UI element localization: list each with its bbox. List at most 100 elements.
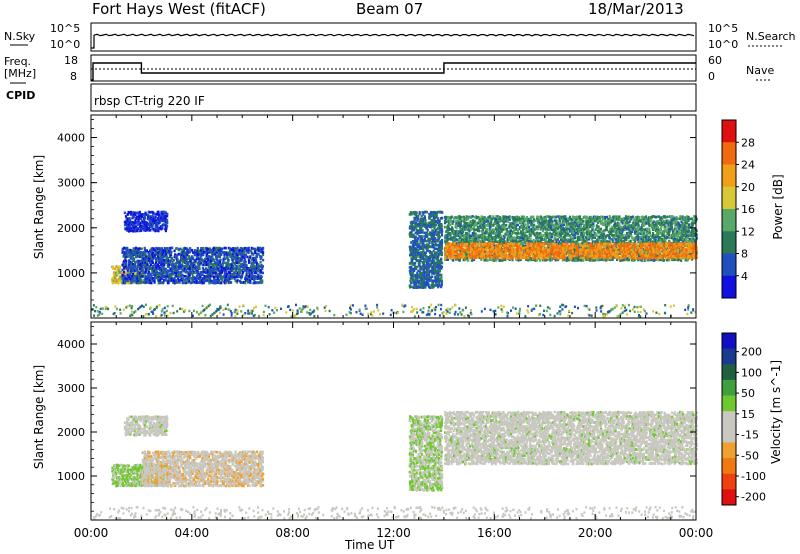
data-cell (126, 217, 130, 220)
data-cell (418, 244, 421, 247)
data-cell (123, 270, 126, 274)
data-cell (143, 281, 146, 285)
data-cell (147, 251, 150, 254)
data-cell (413, 283, 416, 286)
data-cell (149, 221, 152, 224)
data-cell (434, 247, 437, 251)
data-cell (130, 226, 133, 230)
data-cell (491, 231, 494, 235)
data-cell (184, 277, 187, 281)
data-cell (172, 258, 175, 262)
data-cell (585, 230, 588, 233)
data-cell (420, 235, 423, 238)
data-cell (131, 255, 134, 258)
data-cell (604, 216, 607, 219)
data-cell (500, 230, 503, 233)
data-cell (202, 259, 205, 263)
data-cell (477, 227, 480, 230)
data-cell (124, 252, 127, 256)
data-cell (143, 251, 146, 255)
data-cell (434, 253, 438, 257)
data-cell (490, 234, 493, 237)
data-cell (602, 236, 605, 239)
data-cell (501, 225, 505, 229)
data-cell (479, 246, 482, 250)
data-cell (246, 277, 249, 281)
data-cell (209, 281, 212, 284)
data-cell (133, 271, 136, 274)
data-cell (235, 249, 238, 252)
data-cell (430, 251, 433, 254)
data-cell (542, 234, 545, 237)
data-cell (451, 227, 454, 231)
data-cell (199, 275, 202, 279)
data-cell (192, 251, 195, 254)
noise-panel-frame (90, 22, 697, 52)
data-cell (488, 228, 491, 231)
data-cell (422, 213, 425, 216)
data-cell (549, 232, 552, 236)
data-cell (485, 235, 488, 239)
data-cell (423, 243, 426, 247)
data-cell (428, 265, 431, 268)
data-cell (508, 226, 511, 229)
data-cell (424, 286, 427, 289)
data-cell (421, 229, 424, 232)
data-cell (560, 234, 563, 237)
data-cell (566, 238, 569, 241)
data-cell (208, 255, 211, 258)
data-cell (457, 238, 460, 241)
data-cell (146, 221, 149, 225)
data-cell (178, 279, 181, 282)
data-cell (244, 255, 247, 258)
data-cell (520, 224, 523, 227)
data-cell (428, 213, 432, 216)
data-cell (175, 247, 178, 250)
data-cell (576, 224, 579, 227)
data-cell (129, 267, 132, 270)
data-cell (250, 265, 254, 268)
data-cell (239, 257, 242, 261)
data-cell (420, 223, 423, 226)
data-cell (499, 225, 502, 229)
data-cell (409, 247, 412, 250)
data-cell (164, 211, 167, 214)
data-cell (243, 253, 246, 257)
data-cell (439, 245, 442, 249)
data-cell (410, 281, 413, 285)
data-cell (532, 225, 535, 229)
data-cell (229, 269, 232, 272)
data-cell (607, 256, 610, 260)
data-cell (575, 256, 579, 260)
data-cell (440, 285, 443, 289)
data-cell (409, 226, 412, 230)
data-cell (137, 279, 140, 282)
data-cell (553, 233, 556, 237)
data-cell (542, 237, 546, 241)
data-cell (459, 236, 462, 239)
data-cell (428, 257, 432, 261)
data-cell (425, 231, 429, 235)
data-cell (211, 281, 214, 285)
data-cell (179, 247, 182, 251)
data-cell (547, 228, 550, 231)
data-cell (138, 229, 141, 233)
data-cell (437, 217, 440, 220)
data-cell (125, 255, 129, 258)
data-cell (554, 233, 557, 237)
data-cell (129, 249, 132, 252)
data-cell (128, 251, 131, 254)
data-cell (561, 238, 564, 242)
data-cell (434, 251, 438, 254)
data-cell (415, 255, 418, 259)
data-cell (423, 254, 426, 257)
data-cell (183, 257, 186, 260)
data-cell (219, 251, 222, 255)
data-cell (596, 258, 599, 262)
data-cell (426, 228, 429, 232)
data-cell (595, 224, 599, 227)
data-cell (155, 265, 158, 268)
data-cell (488, 246, 491, 249)
data-cell (548, 244, 551, 248)
data-cell (440, 267, 443, 270)
